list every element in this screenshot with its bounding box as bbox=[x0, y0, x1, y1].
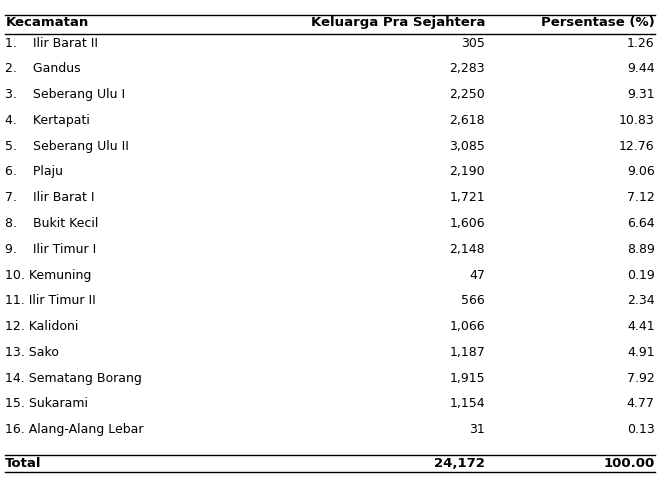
Text: 7.92: 7.92 bbox=[627, 372, 655, 385]
Text: 7.12: 7.12 bbox=[627, 191, 655, 204]
Text: 2,618: 2,618 bbox=[449, 114, 485, 127]
Text: 2,250: 2,250 bbox=[449, 88, 485, 101]
Text: 2,190: 2,190 bbox=[449, 165, 485, 179]
Text: 24,172: 24,172 bbox=[434, 456, 485, 470]
Text: 1.26: 1.26 bbox=[627, 36, 655, 50]
Text: 10. Kemuning: 10. Kemuning bbox=[5, 269, 92, 282]
Text: Total: Total bbox=[5, 456, 42, 470]
Text: 9.31: 9.31 bbox=[627, 88, 655, 101]
Text: Keluarga Pra Sejahtera: Keluarga Pra Sejahtera bbox=[311, 16, 485, 30]
Text: 31: 31 bbox=[469, 423, 485, 436]
Text: 13. Sako: 13. Sako bbox=[5, 346, 59, 359]
Text: 100.00: 100.00 bbox=[603, 456, 655, 470]
Text: 1,915: 1,915 bbox=[449, 372, 485, 385]
Text: 4.77: 4.77 bbox=[627, 398, 655, 411]
Text: 12.76: 12.76 bbox=[619, 140, 655, 153]
Text: 1,154: 1,154 bbox=[449, 398, 485, 411]
Text: 0.13: 0.13 bbox=[627, 423, 655, 436]
Text: 2.    Gandus: 2. Gandus bbox=[5, 62, 81, 75]
Text: 12. Kalidoni: 12. Kalidoni bbox=[5, 320, 79, 333]
Text: 14. Sematang Borang: 14. Sematang Borang bbox=[5, 372, 142, 385]
Text: 15. Sukarami: 15. Sukarami bbox=[5, 398, 88, 411]
Text: 16. Alang-Alang Lebar: 16. Alang-Alang Lebar bbox=[5, 423, 144, 436]
Text: 47: 47 bbox=[469, 269, 485, 282]
Text: 10.83: 10.83 bbox=[619, 114, 655, 127]
Text: 1,187: 1,187 bbox=[449, 346, 485, 359]
Text: 3,085: 3,085 bbox=[449, 140, 485, 153]
Text: Persentase (%): Persentase (%) bbox=[541, 16, 655, 30]
Text: 1,066: 1,066 bbox=[449, 320, 485, 333]
Text: 2.34: 2.34 bbox=[627, 294, 655, 308]
Text: 4.    Kertapati: 4. Kertapati bbox=[5, 114, 90, 127]
Text: 9.    Ilir Timur I: 9. Ilir Timur I bbox=[5, 243, 96, 256]
Text: 6.64: 6.64 bbox=[627, 217, 655, 230]
Text: 2,148: 2,148 bbox=[449, 243, 485, 256]
Text: 5.    Seberang Ulu II: 5. Seberang Ulu II bbox=[5, 140, 129, 153]
Text: 1.    Ilir Barat II: 1. Ilir Barat II bbox=[5, 36, 98, 50]
Text: 2,283: 2,283 bbox=[449, 62, 485, 75]
Text: 3.    Seberang Ulu I: 3. Seberang Ulu I bbox=[5, 88, 125, 101]
Text: 9.06: 9.06 bbox=[627, 165, 655, 179]
Text: 1,721: 1,721 bbox=[449, 191, 485, 204]
Text: 566: 566 bbox=[461, 294, 485, 308]
Text: 7.    Ilir Barat I: 7. Ilir Barat I bbox=[5, 191, 95, 204]
Text: 0.19: 0.19 bbox=[627, 269, 655, 282]
Text: 4.41: 4.41 bbox=[627, 320, 655, 333]
Text: 4.91: 4.91 bbox=[627, 346, 655, 359]
Text: 1,606: 1,606 bbox=[449, 217, 485, 230]
Text: 8.    Bukit Kecil: 8. Bukit Kecil bbox=[5, 217, 98, 230]
Text: 305: 305 bbox=[461, 36, 485, 50]
Text: 8.89: 8.89 bbox=[627, 243, 655, 256]
Text: 6.    Plaju: 6. Plaju bbox=[5, 165, 63, 179]
Text: 11. Ilir Timur II: 11. Ilir Timur II bbox=[5, 294, 96, 308]
Text: 9.44: 9.44 bbox=[627, 62, 655, 75]
Text: Kecamatan: Kecamatan bbox=[5, 16, 88, 30]
